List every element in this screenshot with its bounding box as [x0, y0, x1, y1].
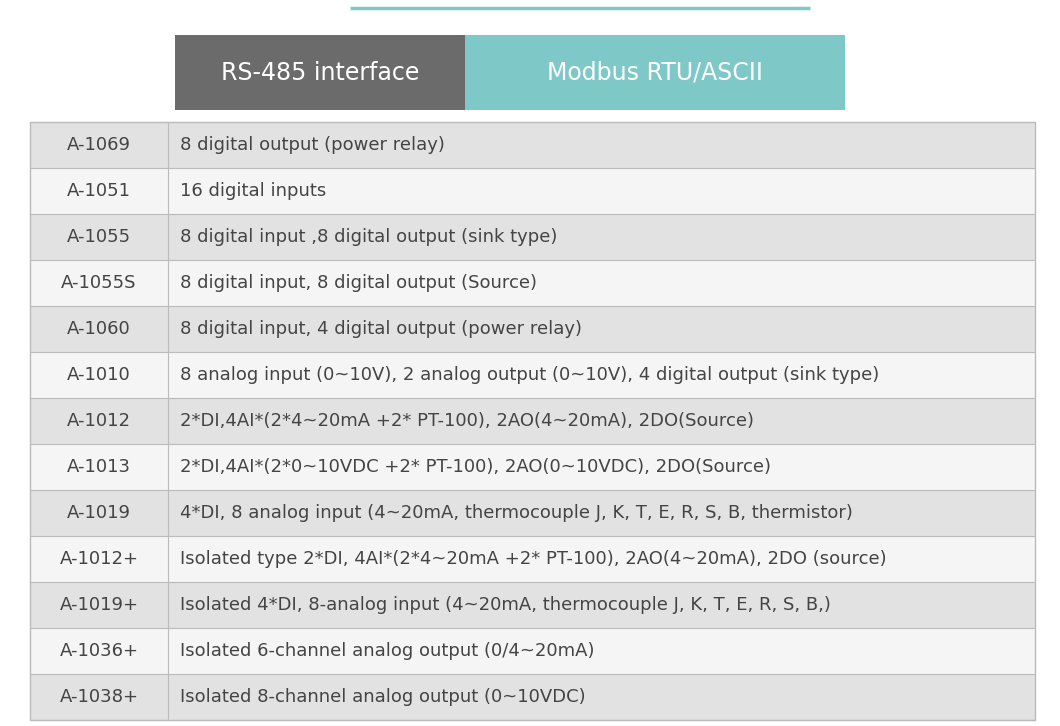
Text: 2*DI,4AI*(2*4~20mA +2* PT-100), 2AO(4~20mA), 2DO(Source): 2*DI,4AI*(2*4~20mA +2* PT-100), 2AO(4~20…: [180, 412, 754, 430]
Text: A-1069: A-1069: [67, 136, 131, 154]
Text: 16 digital inputs: 16 digital inputs: [180, 182, 326, 200]
Text: Isolated type 2*DI, 4AI*(2*4~20mA +2* PT-100), 2AO(4~20mA), 2DO (source): Isolated type 2*DI, 4AI*(2*4~20mA +2* PT…: [180, 550, 886, 568]
Bar: [30, 214, 1035, 260]
Text: A-1013: A-1013: [67, 458, 131, 476]
Text: A-1055: A-1055: [67, 228, 131, 246]
Text: 4*DI, 8 analog input (4~20mA, thermocouple J, K, T, E, R, S, B, thermistor): 4*DI, 8 analog input (4~20mA, thermocoup…: [180, 504, 853, 522]
Bar: [465, 35, 845, 110]
Text: 2*DI,4AI*(2*0~10VDC +2* PT-100), 2AO(0~10VDC), 2DO(Source): 2*DI,4AI*(2*0~10VDC +2* PT-100), 2AO(0~1…: [180, 458, 771, 476]
Text: A-1010: A-1010: [67, 366, 130, 384]
Bar: [30, 444, 1035, 490]
Bar: [30, 122, 1035, 168]
Bar: [30, 582, 1035, 628]
Text: A-1019+: A-1019+: [59, 596, 139, 614]
Text: 8 digital input ,8 digital output (sink type): 8 digital input ,8 digital output (sink …: [180, 228, 558, 246]
Text: A-1055S: A-1055S: [61, 274, 137, 292]
Text: Modbus RTU/ASCII: Modbus RTU/ASCII: [547, 60, 763, 84]
Text: Isolated 6-channel analog output (0/4~20mA): Isolated 6-channel analog output (0/4~20…: [180, 642, 595, 660]
Text: A-1012+: A-1012+: [59, 550, 139, 568]
Text: A-1036+: A-1036+: [59, 642, 139, 660]
Bar: [30, 490, 1035, 536]
Bar: [175, 35, 465, 110]
Bar: [30, 398, 1035, 444]
Bar: [30, 260, 1035, 306]
Text: A-1060: A-1060: [67, 320, 130, 338]
Text: 8 digital output (power relay): 8 digital output (power relay): [180, 136, 445, 154]
Text: A-1051: A-1051: [67, 182, 131, 200]
Text: 8 digital input, 8 digital output (Source): 8 digital input, 8 digital output (Sourc…: [180, 274, 537, 292]
Text: Isolated 4*DI, 8-analog input (4~20mA, thermocouple J, K, T, E, R, S, B,): Isolated 4*DI, 8-analog input (4~20mA, t…: [180, 596, 831, 614]
Text: A-1019: A-1019: [67, 504, 131, 522]
Bar: [30, 536, 1035, 582]
Text: A-1012: A-1012: [67, 412, 131, 430]
Text: 8 digital input, 4 digital output (power relay): 8 digital input, 4 digital output (power…: [180, 320, 582, 338]
Text: A-1038+: A-1038+: [59, 688, 139, 706]
Bar: [30, 674, 1035, 720]
Text: Isolated 8-channel analog output (0~10VDC): Isolated 8-channel analog output (0~10VD…: [180, 688, 585, 706]
Bar: [30, 168, 1035, 214]
Bar: [30, 628, 1035, 674]
Text: 8 analog input (0~10V), 2 analog output (0~10V), 4 digital output (sink type): 8 analog input (0~10V), 2 analog output …: [180, 366, 879, 384]
Text: RS-485 interface: RS-485 interface: [220, 60, 419, 84]
Bar: [30, 306, 1035, 352]
Bar: [30, 352, 1035, 398]
Bar: [30, 122, 1035, 720]
